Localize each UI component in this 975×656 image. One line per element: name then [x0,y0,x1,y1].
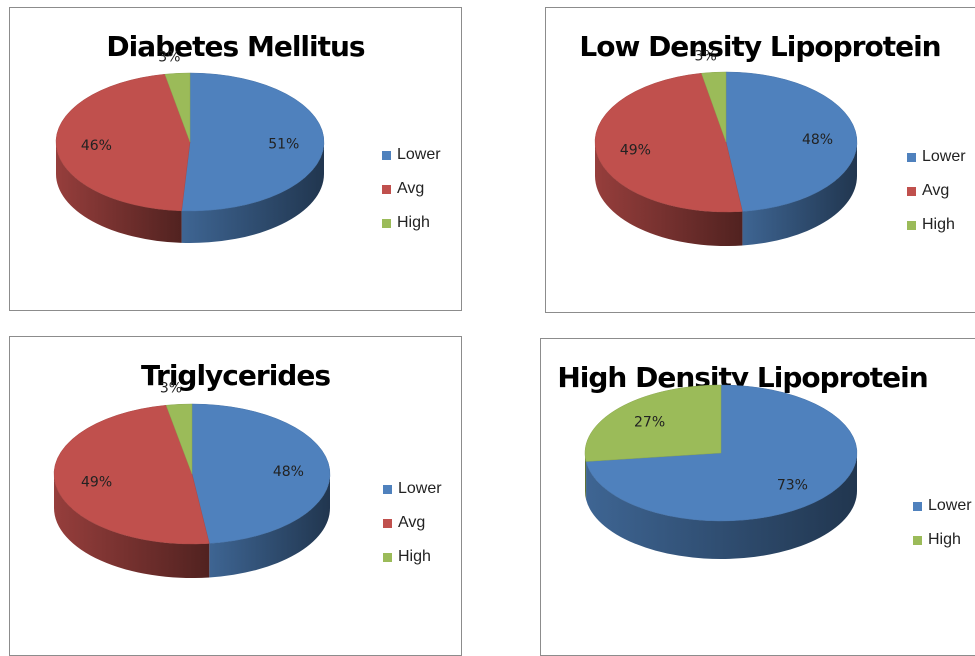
pie-chart: 48% 49% 3% [594,48,858,246]
legend-item-high: High [383,540,442,574]
pie-slice-lower [181,72,325,212]
legend-swatch [907,186,916,196]
pie-slice-lower [725,71,858,212]
chart-panel-high-density-lipoprotein: High Density Lipoprotein 73% 27% Lower Hi… [540,338,975,656]
chart-panel-low-density-lipoprotein: Low Density Lipoprotein 48% 49% 3% Lower A… [545,7,975,313]
legend-label: High [397,214,430,231]
legend-item-lower: Lower [383,472,442,506]
data-label-lower: 73% [777,477,808,493]
legend-swatch [913,501,922,511]
pie-chart: 51% 46% 3% [55,49,325,243]
legend-item-avg: Avg [382,172,441,206]
data-label-avg: 46% [81,138,112,154]
pie-chart: 48% 49% 3% [53,380,331,578]
legend-swatch [383,484,392,494]
legend-swatch [383,552,392,562]
legend-label: High [928,531,961,548]
chart-title: Low Density Lipoprotein [579,30,941,63]
pie-slice-high [164,72,191,143]
pie-slice-avg [53,404,210,545]
legend-item-avg: Avg [383,506,442,540]
pie-slice-high [584,384,722,462]
legend-swatch [383,518,392,528]
legend-label: Avg [398,514,426,531]
legend-label: Lower [398,480,442,497]
pie-slice-lower [191,403,331,544]
chart-title: Triglycerides [140,359,331,392]
data-label-high: 3% [160,380,182,396]
legend-item-high: High [913,523,972,557]
legend-item-lower: Lower [913,489,972,523]
legend-item-avg: Avg [907,174,966,208]
data-label-high: 27% [634,415,665,431]
pie-slice-avg [594,72,743,213]
data-label-high: 3% [695,48,717,64]
data-label-high: 3% [158,49,180,65]
legend-label: Lower [922,148,966,165]
pie-slice-side-avg [54,474,210,578]
data-label-lower: 48% [273,464,304,480]
legend-item-high: High [382,206,441,240]
legend-item-lower: Lower [907,140,966,174]
chart-panel-diabetes-mellitus: Diabetes Mellitus 51% 46% 3% Lower Avg Hig… [9,7,462,311]
legend-swatch [382,218,391,228]
data-label-avg: 49% [81,475,112,491]
data-label-lower: 48% [802,132,833,148]
legend-label: Avg [397,180,425,197]
pie-slice-side-lower [586,453,857,560]
legend: Lower Avg High [383,472,442,574]
legend-label: Lower [928,497,972,514]
legend-swatch [382,150,391,160]
pie-slice-side-high [585,453,587,500]
legend: Lower Avg High [382,138,441,240]
legend-label: Avg [922,182,950,199]
legend-swatch [907,220,916,230]
pie-slice-avg [55,73,191,212]
legend-swatch [382,184,391,194]
legend: Lower High [913,489,972,557]
chart-panel-triglycerides: Triglycerides 48% 49% 3% Lower Avg High [9,336,462,656]
pie-slice-side-avg [56,142,182,243]
legend-label: Lower [397,146,441,163]
legend-label: High [922,216,955,233]
chart-title: Diabetes Mellitus [106,30,365,63]
pie-slice-side-lower [742,142,857,246]
pie-slice-side-lower [181,142,324,243]
legend: Lower Avg High [907,140,966,242]
pie-chart: 73% 27% [584,384,858,560]
pie-slice-high [701,71,727,143]
pie-slice-lower [585,384,858,522]
legend-item-high: High [907,208,966,242]
pie-slice-high [165,403,193,475]
legend-item-lower: Lower [382,138,441,172]
legend-swatch [907,152,916,162]
pie-slice-side-avg [595,142,743,246]
legend-swatch [913,535,922,545]
data-label-avg: 49% [620,143,651,159]
data-label-lower: 51% [268,137,299,153]
legend-label: High [398,548,431,565]
pie-slice-side-lower [209,474,330,578]
